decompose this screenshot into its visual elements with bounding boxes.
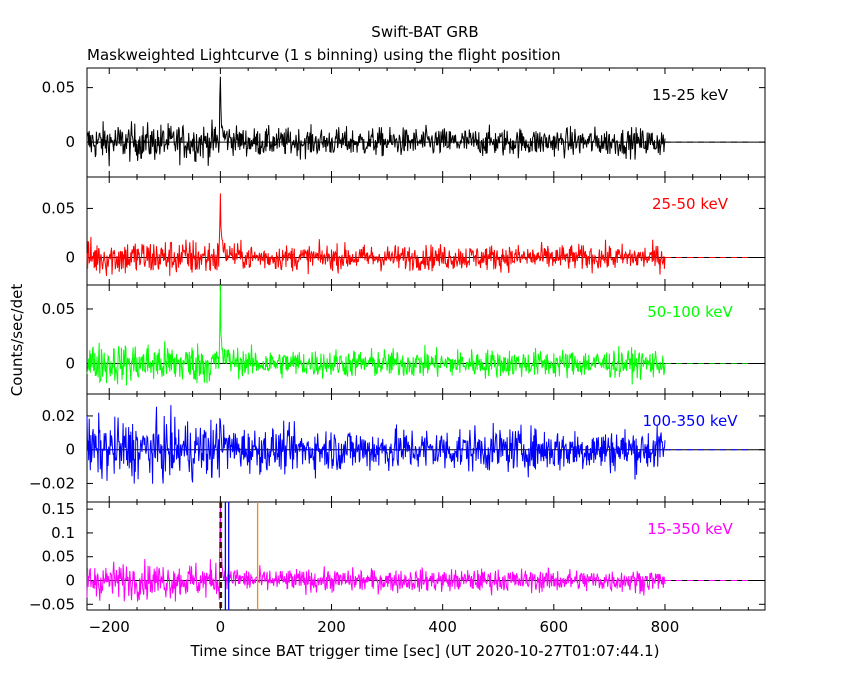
x-axis-label: Time since BAT trigger time [sec] (UT 20…	[190, 642, 660, 660]
panel-energy-label: 100-350 keV	[642, 412, 738, 430]
y-tick-label: 0.02	[42, 407, 75, 425]
y-tick-label: −0.02	[29, 474, 75, 492]
y-tick-label: 0.05	[42, 300, 75, 318]
x-tick-label: 800	[651, 618, 680, 636]
y-tick-label: 0.1	[51, 524, 75, 542]
x-tick-label: 400	[428, 618, 457, 636]
panel-2: 0.05 0 25-50 keV	[42, 176, 766, 286]
lightcurve-series	[86, 193, 666, 276]
lightcurve-series	[86, 76, 666, 167]
y-tick-label: 0.05	[42, 548, 75, 566]
y-tick-label: 0	[65, 441, 75, 459]
panel-frame	[86, 67, 766, 178]
lightcurve-series	[86, 284, 666, 386]
y-tick-label: 0.05	[42, 79, 75, 97]
panels-group: 0.05 0 15-25 keV 0.05 0 25-50 keV 0.05 0 50-100 …	[29, 67, 766, 636]
panel-frame	[86, 176, 766, 286]
y-tick-label: 0.15	[42, 500, 75, 518]
panel-4: 0.02 0 −0.02 100-350 keV	[29, 393, 766, 503]
y-tick-label: 0	[65, 572, 75, 590]
panel-frame	[86, 284, 766, 395]
x-tick-label: −200	[89, 618, 130, 636]
panel-5: 0.15 0.1 0.05 0 −0.05 15-350 keV	[29, 500, 766, 613]
y-axis-label: Counts/sec/det	[8, 284, 26, 397]
chart-subtitle: Maskweighted Lightcurve (1 s binning) us…	[87, 46, 561, 64]
y-tick-label: 0	[65, 133, 75, 151]
panel-energy-label: 15-25 keV	[652, 86, 729, 104]
y-tick-label: −0.05	[29, 595, 75, 613]
y-tick-label: 0	[65, 354, 75, 372]
x-tick-label: 200	[317, 618, 346, 636]
panel-energy-label: 50-100 keV	[647, 303, 733, 321]
y-tick-label: 0	[65, 249, 75, 267]
panel-3: 0.05 0 50-100 keV	[42, 284, 766, 395]
panel-energy-label: 25-50 keV	[652, 195, 729, 213]
chart-title: Swift-BAT GRB	[371, 23, 478, 41]
x-tick-label: 0	[216, 618, 226, 636]
lightcurve-series	[86, 405, 666, 484]
panel-1: 0.05 0 15-25 keV	[42, 67, 766, 178]
x-tick-label: 600	[539, 618, 568, 636]
panel-energy-label: 15-350 keV	[647, 520, 733, 538]
lightcurve-series	[86, 504, 666, 602]
y-tick-label: 0.05	[42, 199, 75, 217]
panel-frame	[86, 501, 766, 611]
